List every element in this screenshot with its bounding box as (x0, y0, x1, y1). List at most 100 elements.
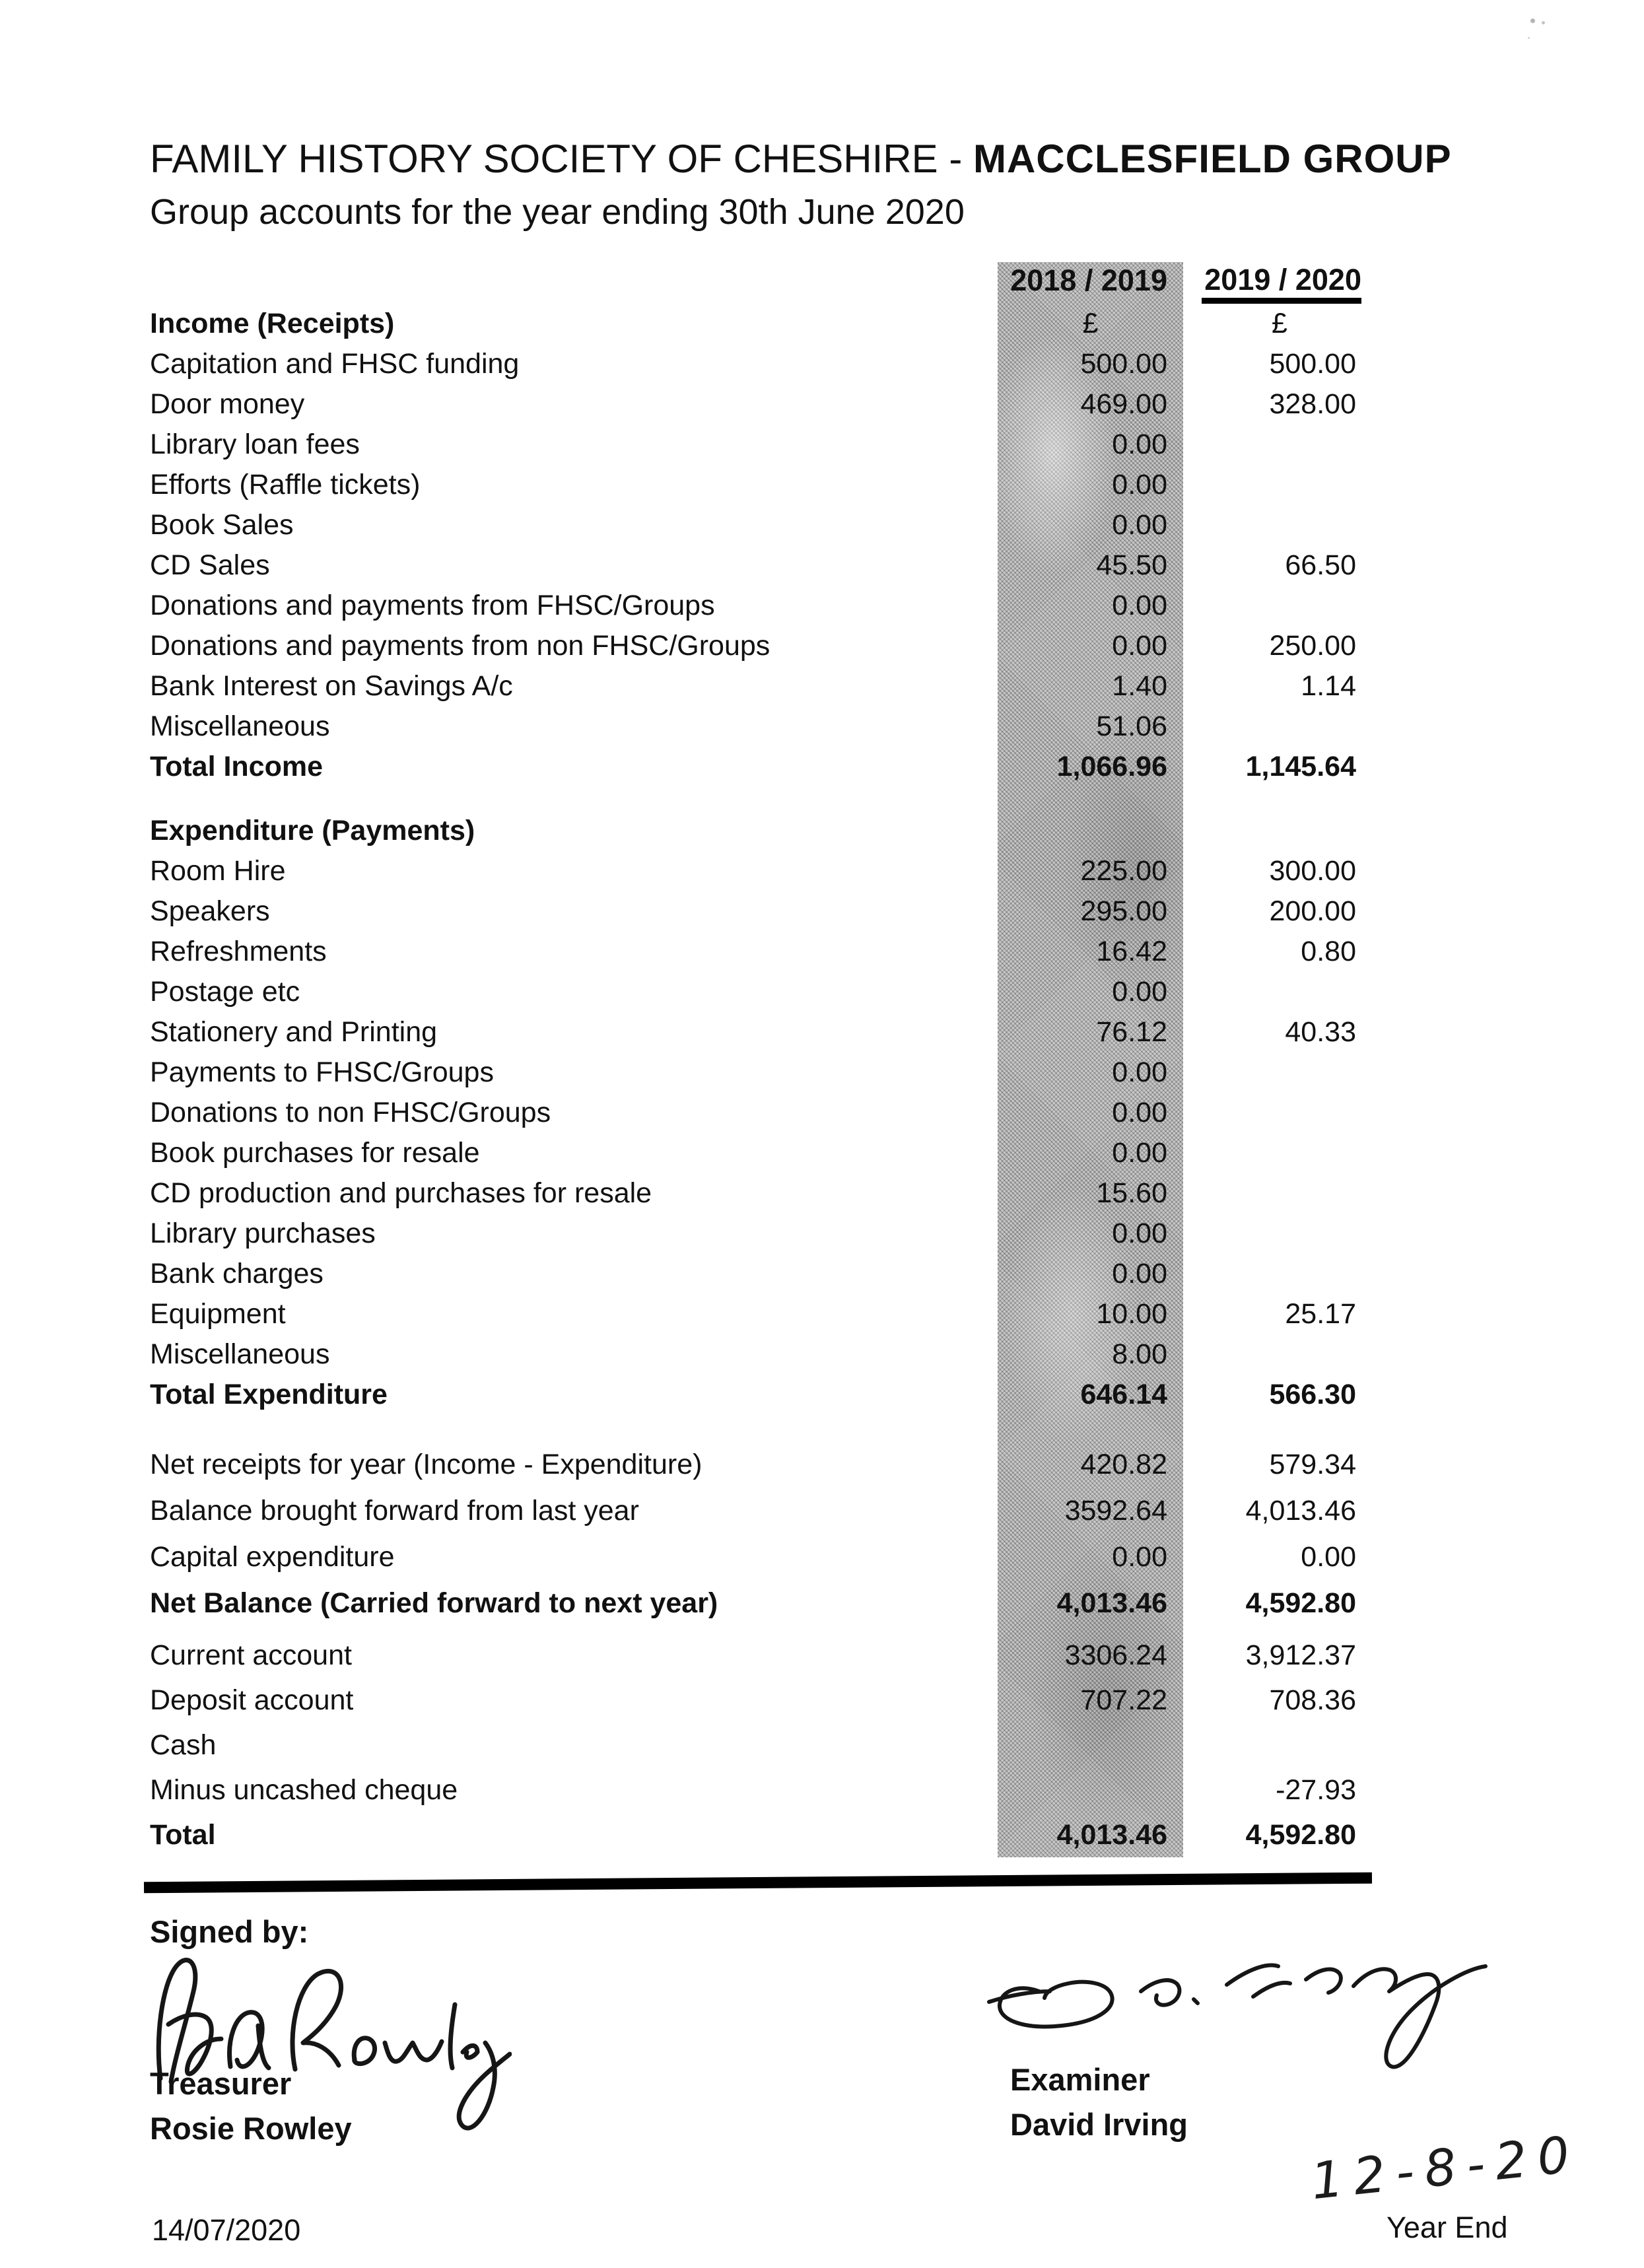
value-2018-2019: 51.06 (1096, 710, 1167, 742)
row-label: Miscellaneous (150, 710, 330, 742)
table-row: Book Sales 0.00 (0, 505, 1644, 545)
table-row: Library purchases 0.00 (0, 1214, 1644, 1254)
table-row: Capital expenditure 0.00 0.00 (0, 1534, 1644, 1580)
row-label: Door money (150, 388, 305, 420)
table-row: Net receipts for year (Income - Expendit… (0, 1441, 1644, 1488)
row-label: Total Income (150, 751, 324, 782)
value-2018-2019: 0.00 (1112, 1056, 1167, 1088)
value-2018-2019: 76.12 (1096, 1016, 1167, 1048)
value-2018-2019: 295.00 (1080, 895, 1167, 927)
row-label: Donations and payments from FHSC/Groups (150, 590, 715, 621)
table-row: Postage etc 0.00 (0, 972, 1644, 1012)
table-row: Room Hire 225.00 300.00 (0, 851, 1644, 891)
value-2019-2020: 1,145.64 (1245, 751, 1356, 782)
table-header-row: 2018 / 2019 2019 / 2020 (0, 262, 1644, 304)
row-label: Book purchases for resale (150, 1137, 480, 1169)
bottom-rule (143, 1872, 1373, 1894)
value-2019-2020: £ (1272, 308, 1287, 339)
row-label: Capital expenditure (150, 1541, 395, 1573)
row-label: Payments to FHSC/Groups (150, 1056, 494, 1088)
row-label: Income (Receipts) (150, 308, 395, 339)
row-label: Refreshments (150, 936, 327, 967)
row-label: Net Balance (Carried forward to next yea… (150, 1587, 718, 1619)
value-2018-2019: 0.00 (1112, 509, 1167, 541)
table-row: Deposit account 707.22 708.36 (0, 1678, 1644, 1723)
value-2018-2019: 0.00 (1112, 630, 1167, 662)
document-date: 14/07/2020 (152, 2213, 301, 2247)
row-label: Bank Interest on Savings A/c (150, 670, 513, 702)
table-row: Balance brought forward from last year 35… (0, 1488, 1644, 1534)
value-2018-2019: 0.00 (1112, 469, 1167, 500)
value-2019-2020: 4,592.80 (1245, 1819, 1356, 1851)
table-row: Library loan fees 0.00 (0, 425, 1644, 465)
treasurer-role-label: Treasurer (150, 2066, 292, 2101)
value-2018-2019: £ (1082, 308, 1099, 339)
page-title-bold: MACCLESFIELD GROUP (973, 137, 1452, 181)
table-row: CD Sales 45.50 66.50 (0, 545, 1644, 586)
value-2019-2020: 3,912.37 (1245, 1639, 1356, 1671)
table-row: Minus uncashed cheque -27.93 (0, 1768, 1644, 1812)
value-2018-2019: 45.50 (1096, 549, 1167, 581)
row-label: Cash (150, 1729, 217, 1761)
table-row: Donations and payments from non FHSC/Gro… (0, 626, 1644, 666)
value-2018-2019: 1.40 (1112, 670, 1167, 702)
table-row: Stationery and Printing 76.12 40.33 (0, 1012, 1644, 1052)
table-row: Capitation and FHSC funding 500.00 500.00 (0, 344, 1644, 384)
value-2018-2019: 3592.64 (1064, 1495, 1167, 1527)
row-label: Miscellaneous (150, 1338, 330, 1370)
row-label: Stationery and Printing (150, 1016, 438, 1048)
table-row: Miscellaneous 51.06 (0, 706, 1644, 747)
table-row: Net Balance (Carried forward to next yea… (0, 1580, 1644, 1626)
row-label: Equipment (150, 1298, 286, 1330)
page-title: FAMILY HISTORY SOCIETY OF CHESHIRE - MAC… (150, 139, 1452, 180)
value-2018-2019: 16.42 (1096, 936, 1167, 967)
value-2018-2019: 0.00 (1112, 590, 1167, 621)
value-2019-2020: 0.00 (1301, 1541, 1356, 1573)
value-2019-2020: 1.14 (1301, 670, 1356, 702)
year-end-label: Year End (1387, 2211, 1508, 2244)
value-2018-2019: 0.00 (1112, 1097, 1167, 1128)
value-2018-2019: 3306.24 (1064, 1639, 1167, 1671)
value-2019-2020: 708.36 (1269, 1684, 1356, 1716)
row-label: Efforts (Raffle tickets) (150, 469, 421, 500)
table-row: Cash (0, 1723, 1644, 1768)
section-accounts: Current account 3306.24 3,912.37 Deposit ac… (0, 1633, 1644, 1857)
value-2019-2020: 566.30 (1269, 1379, 1356, 1410)
value-2018-2019: 15.60 (1096, 1177, 1167, 1209)
value-2019-2020: 4,013.46 (1245, 1495, 1356, 1527)
table-row: Book purchases for resale 0.00 (0, 1133, 1644, 1173)
value-2018-2019: 0.00 (1112, 1137, 1167, 1169)
value-2019-2020: 579.34 (1269, 1449, 1356, 1480)
row-label: Donations to non FHSC/Groups (150, 1097, 551, 1128)
table-row: Refreshments 16.42 0.80 (0, 932, 1644, 972)
table-row: Donations and payments from FHSC/Groups 0… (0, 586, 1644, 626)
value-2019-2020: 25.17 (1285, 1298, 1356, 1330)
value-2018-2019: 225.00 (1080, 855, 1167, 887)
table-row: Income (Receipts) £ £ (0, 304, 1644, 344)
value-2018-2019: 4,013.46 (1056, 1819, 1167, 1851)
page-subtitle: Group accounts for the year ending 30th … (150, 192, 965, 232)
table-row: Miscellaneous 8.00 (0, 1334, 1644, 1375)
row-label: Deposit account (150, 1684, 354, 1716)
value-2019-2020: 500.00 (1269, 348, 1356, 380)
value-2018-2019: 500.00 (1080, 348, 1167, 380)
row-label: Donations and payments from non FHSC/Gro… (150, 630, 771, 662)
value-2019-2020: 328.00 (1269, 388, 1356, 420)
value-2018-2019: 0.00 (1112, 1258, 1167, 1289)
row-label: Postage etc (150, 976, 300, 1008)
row-label: Bank charges (150, 1258, 324, 1289)
table-row: Current account 3306.24 3,912.37 (0, 1633, 1644, 1678)
table-row: Bank charges 0.00 (0, 1254, 1644, 1294)
value-2018-2019: 0.00 (1112, 1541, 1167, 1573)
value-2019-2020: 0.80 (1301, 936, 1356, 967)
value-2018-2019: 0.00 (1112, 976, 1167, 1008)
examiner-role-label: Examiner (1010, 2062, 1150, 2097)
value-2018-2019: 646.14 (1080, 1379, 1167, 1410)
row-label: Current account (150, 1639, 352, 1671)
value-2018-2019: 4,013.46 (1056, 1587, 1167, 1619)
value-2019-2020: 250.00 (1269, 630, 1356, 662)
row-label: Book Sales (150, 509, 294, 541)
table-row: Donations to non FHSC/Groups 0.00 (0, 1093, 1644, 1133)
prior-year-column-shading (998, 262, 1183, 1857)
section-income: Income (Receipts) £ £ Capitation and FHSC f… (0, 304, 1644, 787)
